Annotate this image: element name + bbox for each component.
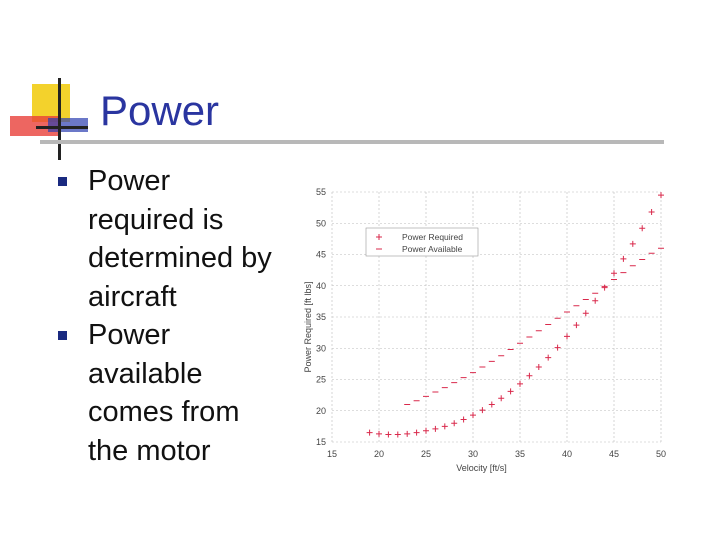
logo-blue-bar: [48, 118, 88, 132]
power-required-point: [535, 364, 542, 370]
logo-vertical-line: [58, 78, 61, 160]
power-required-point: [601, 284, 608, 291]
logo-horizontal-line: [36, 126, 88, 129]
power-required-point: [526, 372, 533, 379]
power-required-point: [564, 333, 570, 340]
y-tick-label: 15: [316, 437, 326, 447]
x-tick-label: 40: [562, 449, 572, 459]
x-tick-label: 50: [656, 449, 666, 459]
power-required-point: [366, 429, 373, 436]
power-required-point: [592, 297, 599, 304]
power-required-point: [545, 354, 552, 361]
bullet-square-icon: [58, 331, 67, 340]
slide-title: Power: [100, 87, 220, 134]
power-required-point: [376, 430, 382, 437]
power-required-point: [432, 425, 439, 432]
bullet-text: Power available comes from the motor: [88, 319, 240, 467]
power-required-point: [582, 310, 589, 317]
y-tick-label: 50: [316, 218, 326, 228]
power-required-point: [507, 388, 514, 395]
power-required-point: [385, 431, 392, 438]
power-required-point: [517, 380, 523, 387]
power-required-point: [639, 225, 646, 232]
power-required-point: [404, 430, 411, 437]
power-required-point: [498, 395, 505, 402]
power-required-point: [611, 270, 617, 277]
legend-required-marker: [376, 234, 382, 240]
logo-red-bar: [10, 116, 58, 136]
power-required-point: [470, 412, 476, 419]
y-tick-label: 40: [316, 281, 326, 291]
x-tick-label: 30: [468, 449, 478, 459]
y-axis-label: Power Required [ft lbs]: [303, 281, 313, 372]
title-divider: [40, 140, 664, 144]
power-required-point: [573, 322, 580, 329]
power-required-point: [620, 255, 627, 262]
legend-box: [365, 227, 479, 257]
bullet-square-icon: [58, 177, 67, 186]
power-required-point: [394, 431, 401, 438]
power-required-point: [488, 401, 495, 408]
power-required-point: [423, 427, 429, 434]
power-chart: 15 20 25 30 35 40 45 50 15 20 25 30 35 40 45 50 55 Veloci…: [303, 187, 666, 473]
x-tick-label: 25: [421, 449, 431, 459]
bullet-item: Power available comes from the motor: [58, 316, 298, 470]
bullet-item: Power required is determined by aircraft: [58, 162, 298, 316]
x-tick-label: 20: [374, 449, 384, 459]
power-required-point: [629, 240, 636, 247]
logo-graphic: [10, 78, 88, 160]
power-required-point: [413, 429, 420, 436]
x-tick-label: 35: [515, 449, 525, 459]
power-required-point: [441, 423, 448, 430]
bullet-list: Power required is determined by aircraft…: [58, 162, 298, 470]
y-tick-label: 35: [316, 312, 326, 322]
y-tick-label: 20: [316, 406, 326, 416]
power-required-point: [479, 407, 486, 414]
y-tick-label: 25: [316, 375, 326, 385]
y-tick-label: 45: [316, 250, 326, 260]
x-axis-label: Velocity [ft/s]: [456, 463, 507, 473]
y-tick-label: 55: [316, 187, 326, 197]
power-required-point: [451, 420, 458, 427]
power-required-point: [554, 344, 561, 351]
power-required-point: [648, 209, 655, 215]
bullet-text: Power required is determined by aircraft: [88, 165, 272, 313]
y-tick-label: 30: [316, 343, 326, 353]
x-tick-label: 15: [327, 449, 337, 459]
x-tick-label: 45: [609, 449, 619, 459]
logo-yellow-square: [32, 84, 70, 122]
legend-required-label: Power Required: [402, 232, 463, 242]
power-required-point: [460, 416, 467, 423]
power-required-point: [658, 192, 664, 199]
legend-available-label: Power Available: [402, 244, 463, 254]
